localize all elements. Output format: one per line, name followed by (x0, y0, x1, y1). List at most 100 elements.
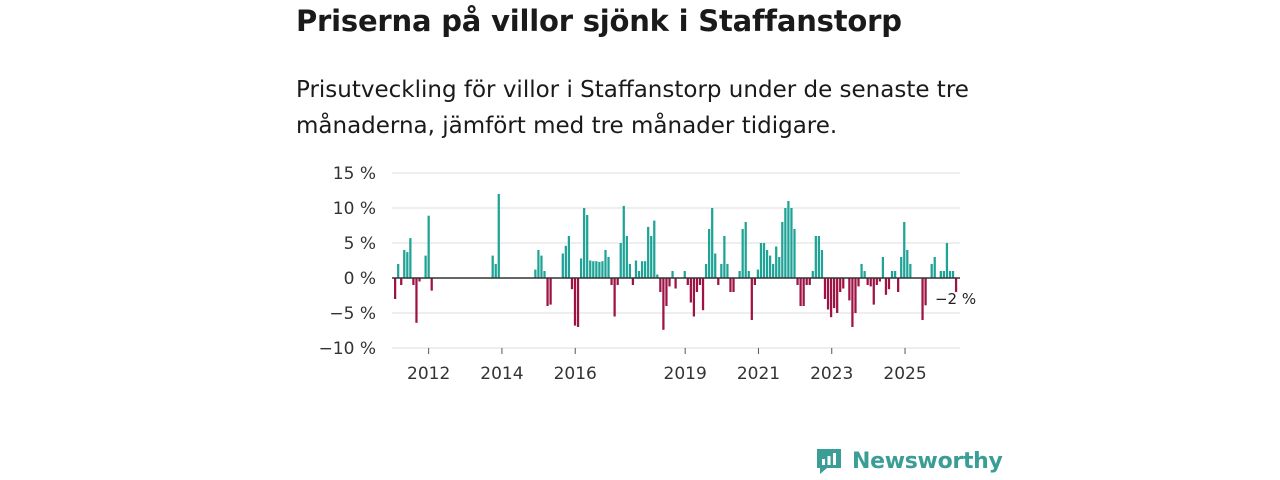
bar (540, 255, 543, 278)
bar (805, 278, 808, 285)
bar (601, 261, 604, 278)
bar (683, 271, 686, 278)
bar (427, 215, 430, 278)
x-tick-label: 2012 (407, 364, 450, 384)
bar (784, 208, 787, 278)
bar (875, 278, 878, 285)
bar (726, 264, 729, 278)
bar (674, 278, 677, 289)
bar (872, 278, 875, 305)
bar (799, 278, 802, 306)
bar (534, 269, 537, 278)
bar (579, 258, 583, 278)
bar (671, 271, 674, 278)
bar (930, 264, 933, 278)
bar (491, 255, 494, 278)
bar (759, 243, 763, 278)
bar (573, 278, 577, 326)
bar (775, 246, 778, 278)
bar (589, 260, 592, 278)
bar (400, 278, 403, 285)
bar (768, 255, 772, 278)
x-tick-label: 2025 (883, 364, 926, 384)
bar (720, 264, 723, 278)
bar (893, 271, 897, 278)
bar (622, 205, 625, 278)
latest-value-label: −2 % (935, 290, 976, 308)
bar (549, 278, 552, 305)
bar (948, 271, 952, 278)
bar (839, 278, 842, 292)
x-tick-label: 2021 (737, 364, 780, 384)
bar (823, 278, 827, 299)
bar (897, 278, 900, 292)
bar (881, 257, 885, 278)
bar (942, 271, 946, 278)
bar (866, 278, 869, 285)
bar (564, 245, 567, 278)
bar (430, 278, 433, 291)
bar (698, 278, 702, 285)
x-tick-label: 2014 (480, 364, 523, 384)
bar (857, 278, 860, 287)
bar (945, 243, 949, 278)
bar (424, 255, 427, 278)
bar (561, 253, 564, 278)
bar (610, 278, 613, 285)
bar (765, 250, 769, 278)
bar (543, 271, 546, 278)
bar (808, 278, 811, 285)
bar (717, 278, 720, 285)
bar (708, 229, 711, 278)
bar (643, 261, 647, 278)
bar (833, 278, 836, 309)
x-tick-label: 2019 (664, 364, 707, 384)
bar (903, 222, 906, 278)
bar (790, 208, 793, 278)
bar (860, 264, 863, 278)
bar (954, 278, 958, 292)
bar (619, 243, 622, 278)
bar (704, 264, 708, 278)
bar (756, 269, 760, 278)
y-tick-label: −10 % (319, 339, 376, 359)
bar (814, 236, 817, 278)
bar (576, 278, 580, 327)
bar (668, 278, 671, 287)
bar (714, 253, 717, 278)
bar (394, 278, 397, 299)
bar (567, 236, 571, 278)
bar (848, 278, 851, 301)
bar (494, 264, 497, 278)
bar (637, 271, 641, 278)
bar (583, 208, 586, 278)
brand-logo[interactable]: Newsworthy (814, 446, 1003, 476)
bar (689, 278, 692, 303)
bar (653, 220, 656, 278)
bar (933, 257, 936, 278)
chart-title: Priserna på villor sjönk i Staffanstorp (296, 4, 902, 38)
bar (415, 278, 418, 323)
bar (418, 278, 421, 282)
bar (397, 264, 400, 278)
y-tick-label: 10 % (333, 199, 376, 219)
bar (729, 278, 732, 292)
x-tick-label: 2016 (554, 364, 597, 384)
bar (647, 226, 650, 278)
bar (692, 278, 696, 317)
bar (851, 278, 854, 327)
bar (662, 278, 665, 330)
bar (890, 271, 894, 278)
bar (592, 261, 595, 278)
bar (951, 271, 955, 278)
bar (741, 229, 744, 278)
bar (753, 278, 756, 285)
bar (793, 229, 796, 278)
bar (887, 278, 891, 290)
bar (863, 271, 866, 278)
bar (811, 271, 814, 278)
bar (900, 257, 903, 278)
bar (778, 257, 781, 278)
bar (686, 278, 689, 285)
bar (820, 250, 824, 278)
